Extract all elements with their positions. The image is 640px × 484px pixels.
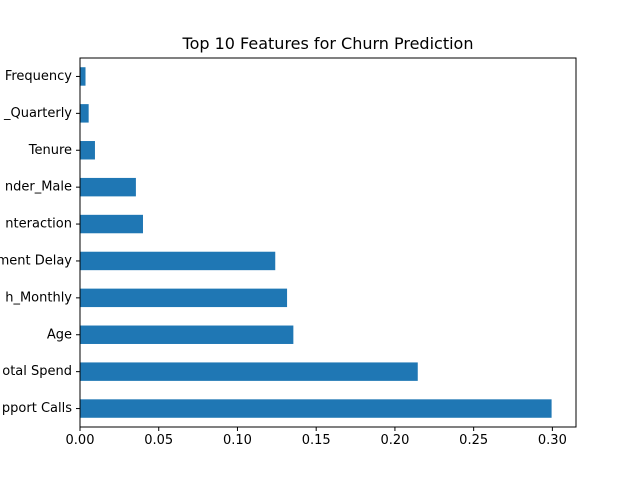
bar — [80, 141, 95, 160]
bar — [80, 104, 89, 123]
x-tick-label: 0.25 — [459, 433, 488, 448]
bar — [80, 362, 418, 381]
x-tick-label: 0.00 — [66, 433, 95, 448]
y-tick-label: _Quarterly — [3, 106, 72, 121]
bar — [80, 288, 288, 308]
bar — [80, 399, 552, 418]
chart-title: Top 10 Features for Churn Prediction — [182, 34, 474, 53]
bar — [80, 251, 276, 271]
bar — [80, 177, 136, 197]
bar — [80, 325, 294, 344]
bars-layer — [80, 67, 552, 418]
x-tick-label: 0.05 — [144, 433, 173, 448]
ticks-layer: Frequency _Quarterly Tenure nder_Malenterac… — [0, 69, 567, 448]
y-tick-label: pport Calls — [2, 401, 72, 416]
y-tick-label: Frequency — [5, 69, 72, 84]
y-tick-label: otal Spend — [2, 364, 72, 379]
bar — [80, 214, 143, 234]
plot-frame — [79, 57, 577, 428]
x-tick-label: 0.15 — [302, 433, 331, 448]
x-tick-label: 0.30 — [538, 433, 567, 448]
y-tick-label: Tenure — [28, 143, 72, 158]
x-tick-label: 0.10 — [223, 433, 252, 448]
y-tick-label: h_Monthly — [5, 290, 72, 305]
y-tick-label: nteraction — [5, 217, 72, 232]
y-tick-label: Age — [47, 327, 72, 342]
y-tick-label: ment Delay — [0, 253, 72, 268]
x-tick-label: 0.20 — [380, 433, 409, 448]
bar — [80, 67, 86, 86]
y-tick-label: nder_Male — [5, 180, 72, 195]
